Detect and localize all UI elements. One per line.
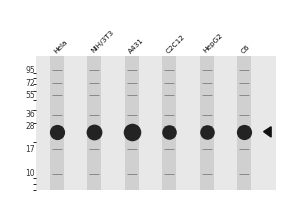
Bar: [237, 5, 251, 200]
Bar: [162, 5, 176, 200]
Bar: [50, 5, 64, 200]
Bar: [124, 5, 139, 200]
Text: 55: 55: [25, 91, 35, 100]
Text: 95: 95: [25, 66, 35, 75]
Text: A431: A431: [128, 37, 145, 54]
Point: [54, 130, 59, 133]
Point: [204, 130, 209, 133]
Text: HepG2: HepG2: [202, 32, 224, 54]
Point: [92, 130, 97, 133]
Text: 17: 17: [25, 145, 35, 154]
Bar: [200, 5, 214, 200]
Text: NIH/3T3: NIH/3T3: [90, 29, 115, 54]
Point: [242, 130, 247, 133]
Polygon shape: [264, 127, 271, 137]
Point: [167, 130, 172, 133]
Text: C2C12: C2C12: [165, 33, 186, 54]
Text: 28: 28: [26, 122, 35, 131]
Text: 36: 36: [25, 110, 35, 119]
Text: 72: 72: [25, 79, 35, 88]
Point: [129, 130, 134, 133]
Bar: [87, 5, 101, 200]
Text: Hela: Hela: [52, 38, 68, 54]
Text: 10: 10: [25, 169, 35, 178]
Text: C6: C6: [240, 43, 251, 54]
